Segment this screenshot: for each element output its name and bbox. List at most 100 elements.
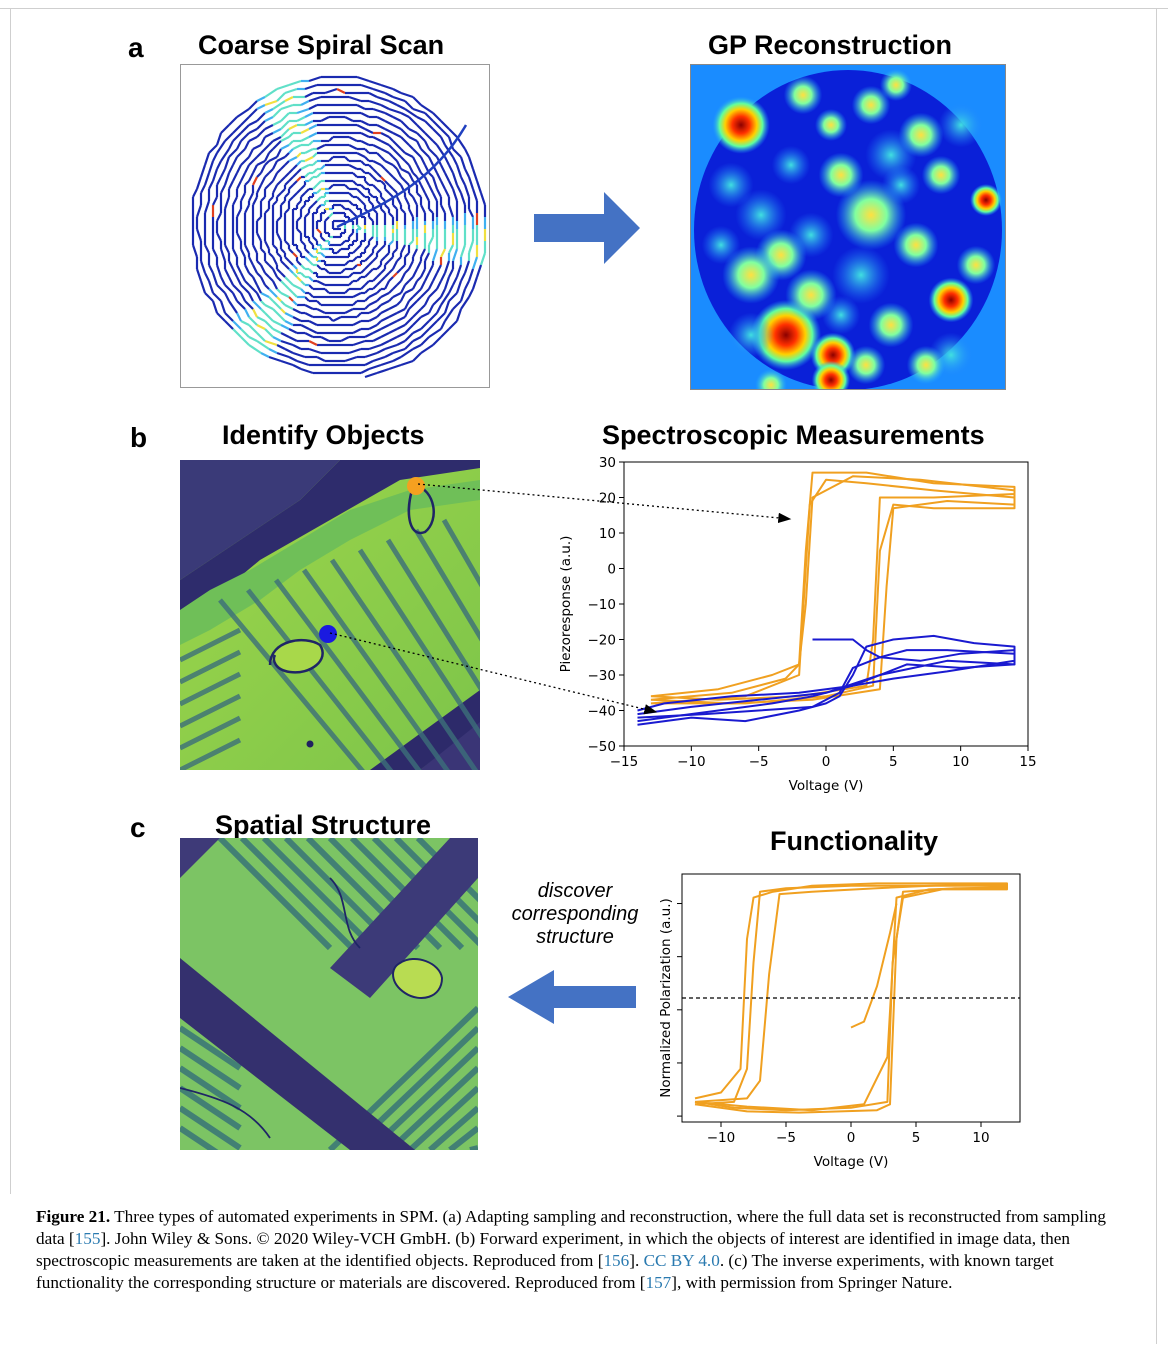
spiral-segment (420, 156, 426, 166)
spiral-segment (451, 188, 459, 202)
x-tick-label: 10 (972, 1130, 989, 1146)
spiral-segment (440, 320, 446, 330)
spiral-segment (428, 148, 438, 158)
spiral-segment (268, 288, 278, 298)
spiral-segment (404, 324, 414, 334)
spiral-segment (232, 124, 242, 134)
spiral-segment (224, 244, 230, 254)
spiral-segment (216, 312, 226, 322)
spiral-segment (440, 288, 446, 298)
heat-blob (712, 96, 770, 154)
spiral-segment (308, 140, 314, 146)
spiral-segment (352, 339, 366, 347)
spiral-segment (244, 204, 250, 214)
spiral-segment (460, 272, 466, 282)
spiral-segment (288, 124, 298, 130)
spiral-segment (440, 248, 446, 258)
spiral-segment (360, 268, 366, 274)
heat-blob (906, 345, 946, 385)
spectroscopic-chart: −15 −10 −5 0 5 10 15 30 20 10 0 −10 −20 −30 −40 −50 Volt… (548, 452, 1048, 804)
spiral-segment (219, 248, 227, 262)
note-line-2: corresponding (511, 903, 639, 925)
spiral-segment (195, 268, 203, 282)
spiral-segment (308, 204, 314, 210)
spiral-segment (252, 308, 258, 318)
spiral-segment (288, 296, 294, 302)
spiral-segment (264, 272, 270, 278)
spiral-segment (248, 292, 254, 302)
functionality-title: Functionality (770, 826, 938, 856)
spiral-segment (471, 256, 479, 270)
spiral-segment (388, 172, 394, 178)
x-tick-label: 0 (822, 754, 831, 770)
spiral-segment (380, 332, 390, 338)
caption-reference-link[interactable]: 157 (645, 1273, 672, 1292)
heat-blob (755, 369, 787, 389)
spiral-segment (412, 96, 422, 106)
spiral-segment (444, 188, 450, 198)
spiral-segment (268, 276, 274, 282)
spiral-segment (284, 256, 290, 262)
spiral-segment (252, 276, 258, 286)
spiral-segment (240, 172, 246, 182)
spiral-segment (280, 280, 286, 286)
caption-reference-link[interactable]: 155 (74, 1229, 101, 1248)
spiral-segment (380, 196, 386, 202)
spiral-segment (264, 260, 270, 266)
spiral-segment (316, 204, 322, 210)
spiral-segment (392, 188, 398, 194)
spiral-segment (408, 276, 414, 282)
spiral-segment (256, 104, 266, 110)
spiral-segment (344, 288, 350, 294)
spiral-segment (203, 172, 211, 186)
spiral-segment (199, 260, 207, 274)
spiral-segment (272, 300, 282, 310)
caption-reference-link[interactable]: 156 (603, 1251, 630, 1270)
spiral-segment (240, 192, 246, 202)
frame-left-line (10, 8, 11, 1194)
heat-blob (846, 345, 886, 385)
spiral-segment (316, 356, 326, 362)
spiral-segment (240, 132, 250, 142)
spiral-segment (380, 324, 390, 330)
spiral-segment (392, 356, 402, 362)
spiral-segment (280, 332, 290, 338)
spiral-segment (400, 148, 406, 154)
spiral-segment (388, 363, 402, 371)
spiral-segment (288, 196, 294, 202)
spiral-segment (284, 96, 294, 102)
spiral-segment (248, 136, 258, 142)
spiral-segment (392, 140, 402, 150)
spiral-segment (404, 340, 414, 350)
spiral-segment (392, 95, 406, 103)
heat-blob (722, 246, 780, 304)
spiral-segment (432, 128, 442, 138)
spiral-segment (384, 188, 390, 194)
series-line-orange (650, 478, 1016, 705)
x-tick-label: −5 (776, 1130, 796, 1146)
spiral-segment (420, 280, 426, 290)
caption-reference-link[interactable]: CC BY 4.0 (643, 1251, 720, 1270)
spiral-segment (348, 208, 354, 214)
spiral-segment (280, 316, 286, 322)
spiral-segment (272, 120, 282, 126)
spiral-segment (384, 128, 394, 134)
heat-blob (815, 109, 847, 141)
spiral-segment (324, 87, 338, 95)
spiral-segment (340, 268, 346, 274)
spiral-segment (368, 192, 374, 198)
spiral-segment (212, 292, 222, 302)
domain-stripe (180, 649, 242, 685)
spiral-segment (244, 164, 250, 174)
spiral-segment (240, 248, 246, 258)
spiral-segment (392, 132, 402, 138)
spiral-segment (272, 256, 278, 266)
spiral-segment (276, 168, 282, 174)
spiral-segment (264, 108, 274, 114)
spiral-segment (300, 240, 306, 246)
spiral-segment (272, 320, 282, 326)
spiral-segment (320, 336, 330, 342)
spiral-segment (392, 164, 398, 170)
spiral-segment (428, 184, 434, 194)
spiral-segment (420, 268, 426, 278)
